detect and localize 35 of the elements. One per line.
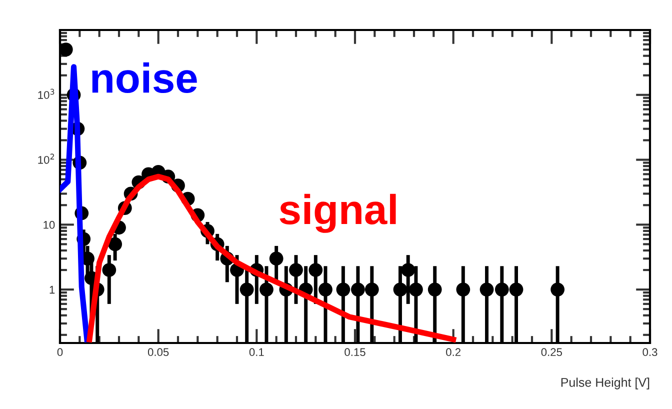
point	[480, 282, 494, 296]
point	[108, 237, 122, 252]
point	[409, 282, 423, 296]
x-tick-label: 0	[57, 348, 63, 356]
point	[456, 282, 470, 296]
point	[336, 282, 350, 296]
point	[509, 282, 524, 296]
point	[260, 282, 274, 296]
series-label: noise	[92, 62, 197, 94]
point	[364, 282, 379, 296]
point	[428, 282, 442, 296]
x-tick-label: 0.15	[344, 348, 366, 356]
x-axis-title: Pulse Height [V]	[561, 378, 650, 390]
x-tick-label: 0.25	[541, 348, 562, 356]
y-tick-label: 10	[44, 220, 55, 229]
point	[269, 252, 284, 266]
point	[318, 282, 332, 296]
series-label: signal	[280, 194, 396, 233]
point	[393, 282, 408, 296]
x-tick-label: 0.3	[642, 348, 658, 356]
y-tick-label: 10$^{2}$	[38, 154, 54, 164]
point	[494, 282, 509, 296]
point	[351, 282, 365, 296]
y-tick-label: 10$^{3}$	[38, 88, 54, 99]
y-tick-label: 1	[50, 286, 55, 294]
x-tick-label: 0.2	[446, 348, 460, 356]
point	[308, 263, 323, 277]
point	[401, 263, 416, 277]
point	[102, 263, 116, 277]
point	[550, 282, 565, 296]
x-tick-label: 0.05	[148, 348, 169, 356]
x-tick-label: 0.1	[249, 348, 264, 356]
point	[289, 263, 303, 277]
point	[60, 42, 73, 56]
point	[240, 282, 254, 296]
